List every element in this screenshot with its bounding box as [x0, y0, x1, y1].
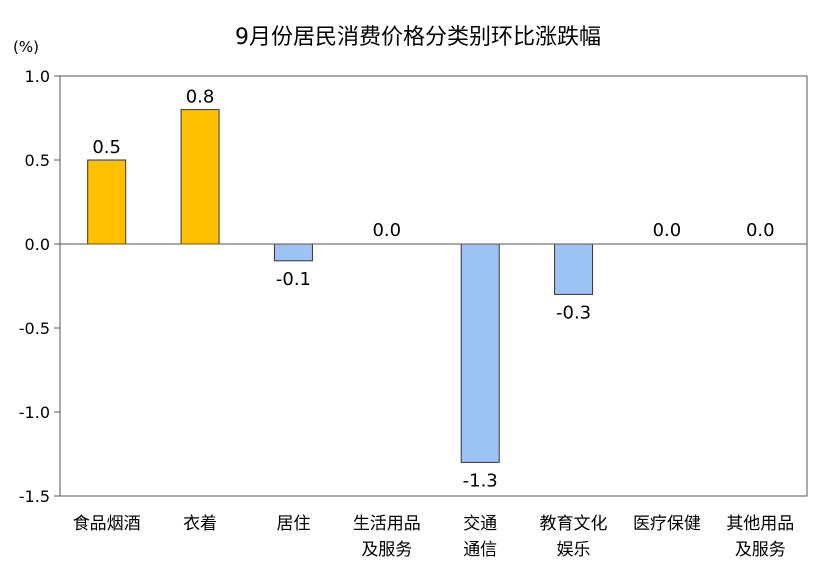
chart-title: 9月份居民消费价格分类别环比涨跌幅: [235, 25, 601, 50]
x-category-label: 衣着: [183, 514, 217, 534]
x-category-label: 通信: [463, 540, 497, 560]
bar-value-label: 0.0: [653, 220, 682, 241]
x-category-label: 医疗保健: [633, 514, 701, 534]
y-tick-label: -1.5: [19, 487, 50, 506]
bar-value-label: -0.1: [276, 269, 311, 290]
y-tick-label: 1.0: [25, 67, 50, 86]
bar-value-label: -1.3: [463, 470, 498, 491]
x-category-label: 娱乐: [557, 540, 591, 560]
bars-group: [87, 109, 594, 463]
bar: [460, 243, 500, 463]
bar-value-label: 0.0: [746, 220, 775, 241]
y-tick-label: -0.5: [19, 319, 50, 338]
x-category-label: 及服务: [735, 540, 786, 560]
bar: [180, 109, 220, 245]
x-category-label: 交通: [463, 514, 497, 534]
value-labels-group: 0.5 0.8 -0.1 0.0 -1.3 -0.3 0.0 0.0: [92, 87, 774, 492]
x-category-label: 其他用品: [726, 514, 794, 534]
bar-value-label: 0.8: [186, 87, 215, 108]
x-category-label: 食品烟酒: [73, 514, 141, 534]
bar-value-label: 0.0: [372, 220, 401, 241]
y-tick-label: -1.0: [19, 403, 50, 422]
bar-value-label: 0.5: [92, 137, 121, 158]
y-tick-label: 0.5: [25, 151, 50, 170]
x-category-label: 居住: [276, 514, 310, 534]
x-category-label: 及服务: [361, 540, 412, 560]
x-category-label: 生活用品: [353, 514, 421, 534]
bar: [554, 243, 594, 295]
bar: [273, 243, 313, 262]
x-category-label: 教育文化: [540, 514, 608, 534]
y-tick-label: 0.0: [25, 235, 50, 254]
bar: [87, 159, 127, 245]
y-axis-unit-label: (%): [13, 38, 39, 56]
bar-value-label: -0.3: [556, 302, 591, 323]
plot-area-frame: [59, 75, 808, 497]
y-axis: 1.0 0.5 0.0 -0.5 -1.0 -1.5: [19, 67, 60, 506]
